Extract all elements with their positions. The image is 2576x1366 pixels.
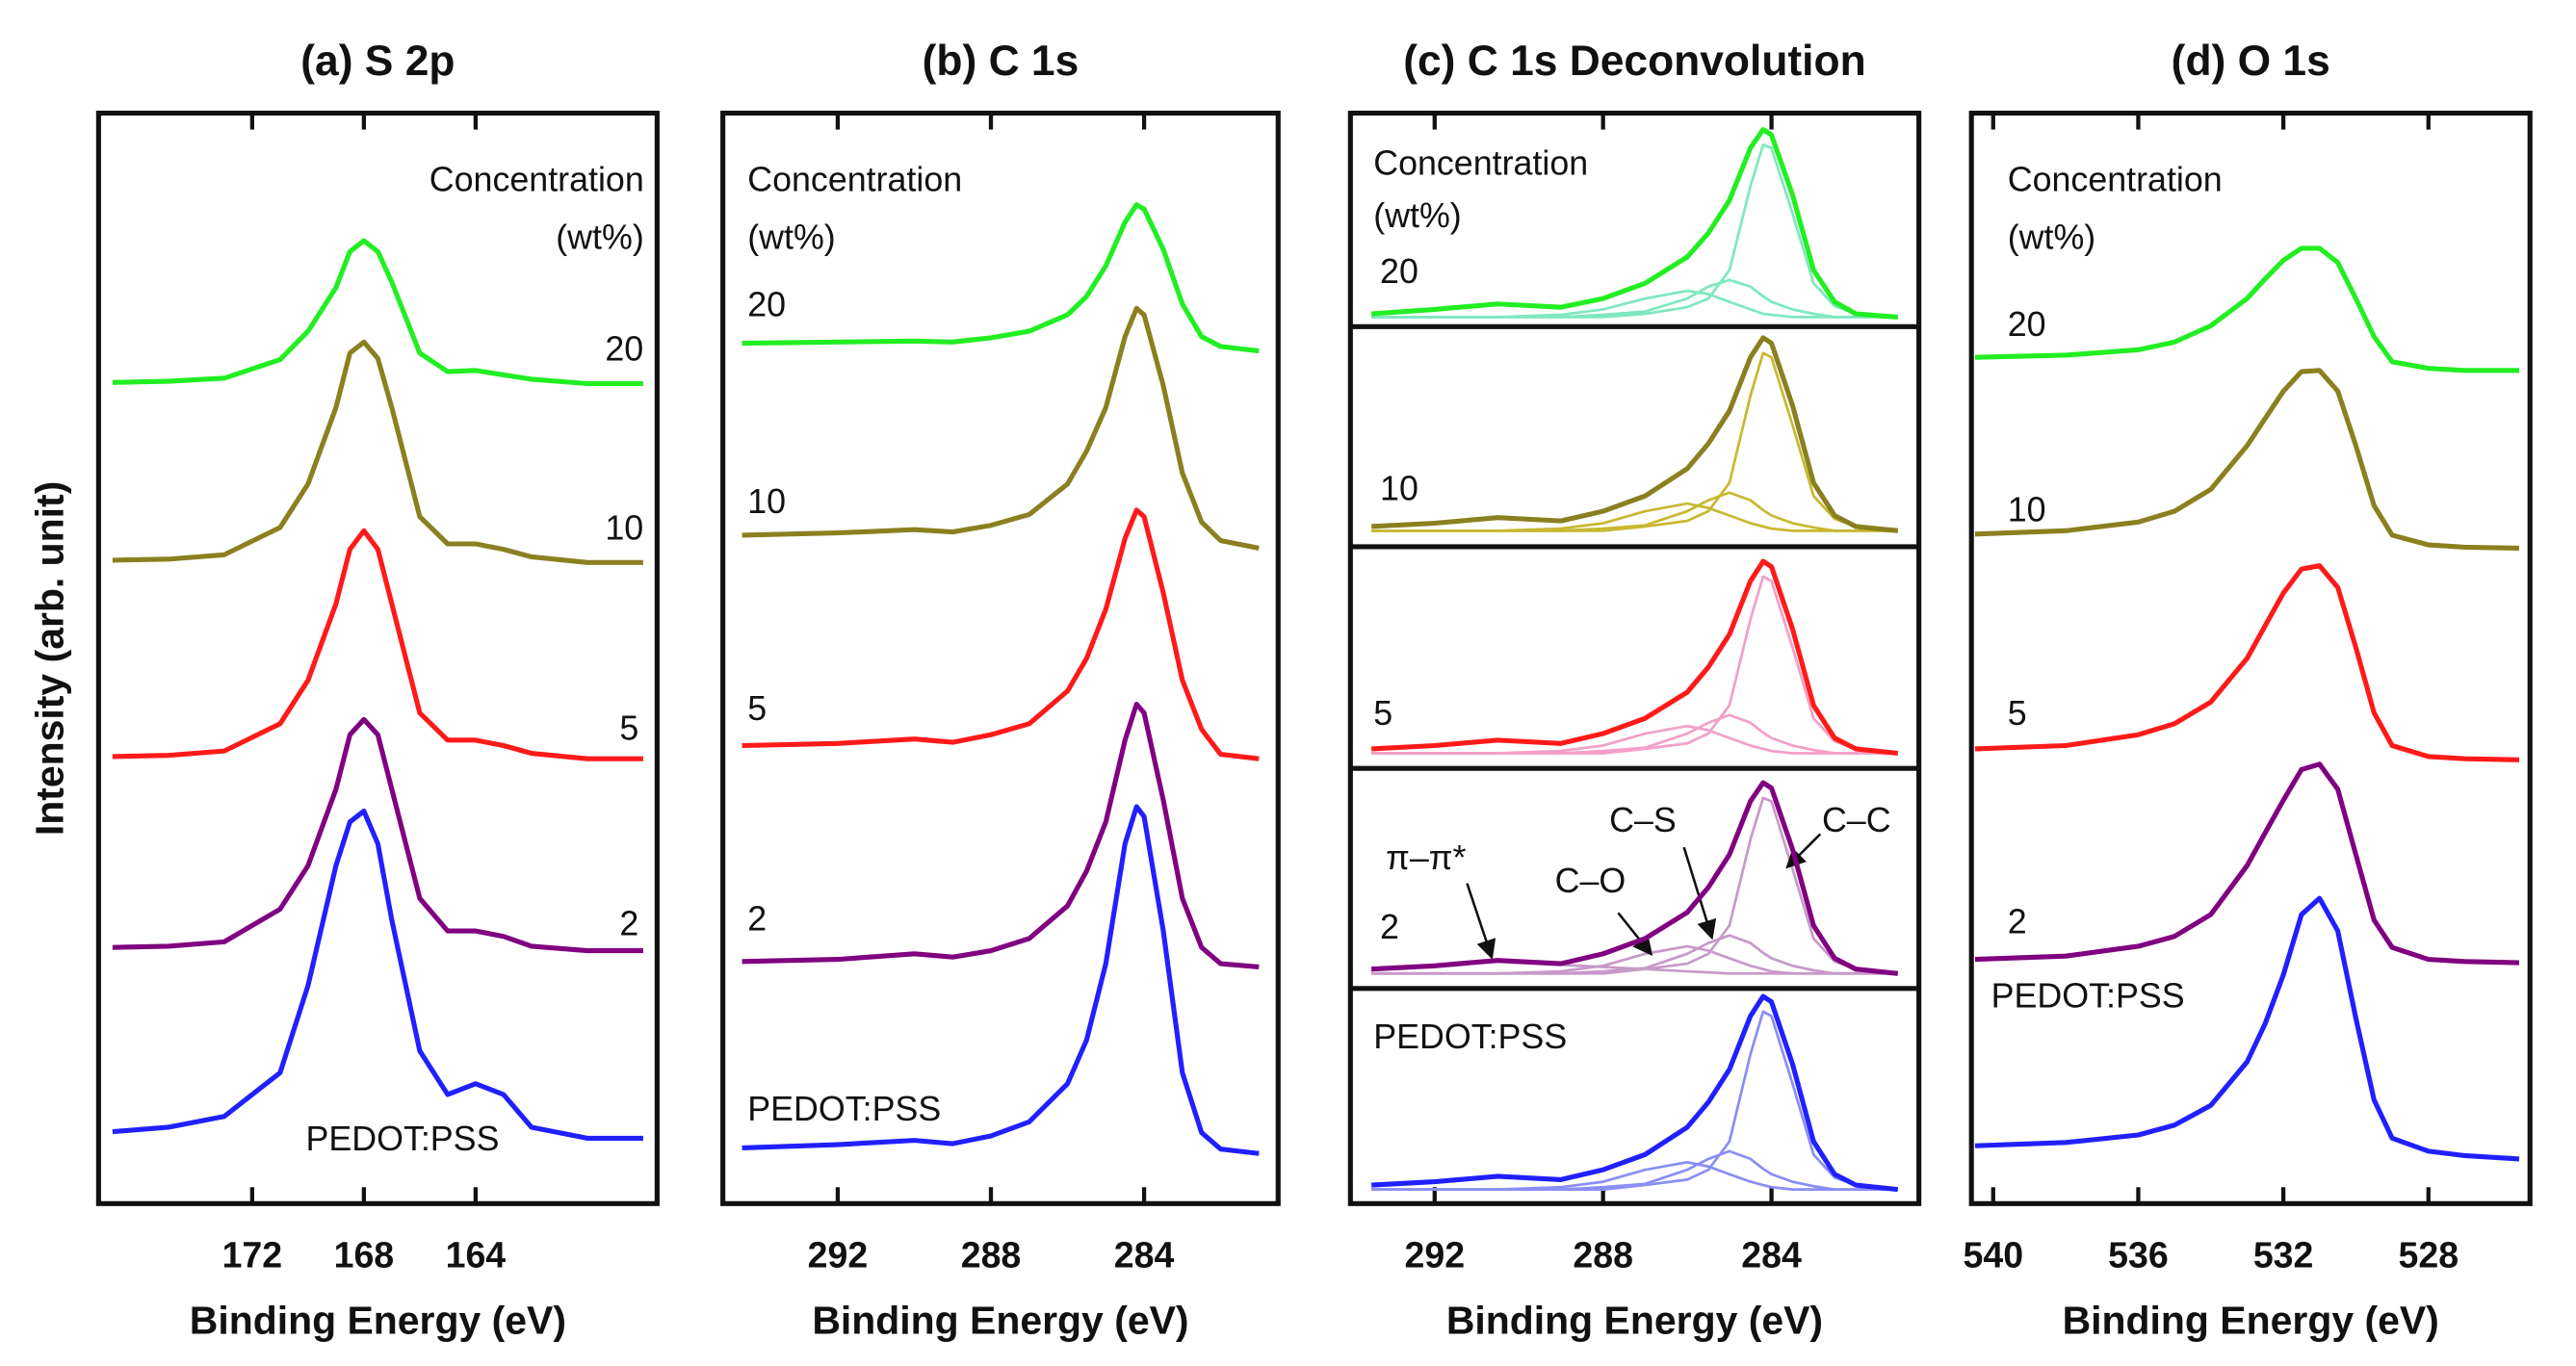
spectrum-line <box>742 202 1260 354</box>
spectrum-line <box>1974 368 2520 551</box>
curve-label: 20 <box>605 329 643 368</box>
plot-frame <box>720 110 1281 1206</box>
spectrum-line <box>1370 127 1898 320</box>
x-tick-label: 168 <box>334 1235 395 1276</box>
curve-label: 20 <box>747 285 786 323</box>
component-curve <box>1371 491 1898 532</box>
curve-label: PEDOT:PSS <box>1373 1018 1567 1056</box>
spectrum-line <box>112 809 643 1141</box>
x-tick-label: 164 <box>446 1235 507 1276</box>
arrow <box>1785 833 1822 869</box>
curve-label: PEDOT:PSS <box>1991 977 2185 1016</box>
spectrum-line <box>112 339 643 565</box>
x-tick-label: 284 <box>1114 1235 1175 1276</box>
curve-label: 2 <box>619 904 638 942</box>
x-tick-label: 536 <box>2108 1235 2169 1276</box>
curve-label: 5 <box>619 709 638 747</box>
component-curve <box>1371 289 1898 319</box>
spectrum-line <box>1974 895 2520 1162</box>
component-label: C–O <box>1555 862 1626 900</box>
arrow <box>1466 883 1496 960</box>
curve-label: 10 <box>605 508 643 547</box>
legend-title: (wt%) <box>556 218 644 256</box>
legend-title: Concentration <box>1373 144 1588 183</box>
spectrum-line <box>1974 245 2519 374</box>
plot-frame <box>95 110 660 1206</box>
plot-frame <box>1968 110 2533 1206</box>
legend-title: (wt%) <box>747 218 836 256</box>
component-curve <box>1371 934 1898 975</box>
legend-title: Concentration <box>747 161 962 199</box>
curve-label: PEDOT:PSS <box>747 1090 941 1128</box>
legend-title: (wt%) <box>2008 218 2096 256</box>
spectrum-line <box>1371 780 1899 976</box>
spectrum-line <box>112 528 643 761</box>
component-curve <box>1371 1160 1898 1191</box>
legend-title: Concentration <box>429 161 644 199</box>
spectrum-line <box>742 305 1260 551</box>
component-curve <box>1371 278 1898 319</box>
x-tick-label: 288 <box>961 1235 1022 1276</box>
curve-label: 5 <box>747 689 767 728</box>
component-curve <box>1371 1149 1898 1191</box>
component-curve <box>1371 713 1898 755</box>
arrow <box>1682 846 1717 941</box>
x-tick-label: 540 <box>1963 1235 2023 1276</box>
arrow <box>1617 912 1653 956</box>
spectrum-line <box>742 701 1260 970</box>
curve-label: 5 <box>2008 694 2027 733</box>
x-tick-label: 528 <box>2398 1235 2459 1276</box>
curve-label: 2 <box>2008 903 2027 941</box>
spectrum-line <box>1371 335 1899 533</box>
x-axis-label: Binding Energy (eV) <box>190 1299 566 1343</box>
legend-title: Concentration <box>2008 161 2223 199</box>
spectrum-line <box>742 507 1260 761</box>
spectrum-line <box>112 716 643 954</box>
curve-label: PEDOT:PSS <box>305 1120 499 1158</box>
curve-label: 20 <box>2008 305 2046 344</box>
component-curve <box>1371 351 1898 532</box>
curve-label: 10 <box>1380 469 1418 507</box>
component-label: C–S <box>1609 801 1677 839</box>
x-tick-label: 292 <box>808 1235 869 1276</box>
curve-label: 5 <box>1373 694 1392 733</box>
spectrum-line <box>742 804 1260 1156</box>
component-curve <box>1371 724 1898 755</box>
spectrum-line <box>1371 558 1899 757</box>
x-axis-label: Binding Energy (eV) <box>812 1299 1188 1343</box>
component-curve <box>1371 502 1898 532</box>
curve-label: 20 <box>1380 252 1418 291</box>
x-tick-label: 292 <box>1404 1235 1465 1276</box>
spectrum-line <box>1974 563 2520 762</box>
component-label: C–C <box>1822 801 1891 839</box>
component-curve <box>1371 575 1898 755</box>
x-tick-label: 284 <box>1741 1235 1802 1276</box>
panel-title: (b) C 1s <box>923 38 1080 85</box>
panel-title: (d) O 1s <box>2172 38 2330 85</box>
spectrum-line <box>1974 761 2520 966</box>
x-axis-label: Binding Energy (eV) <box>2063 1299 2439 1343</box>
x-tick-label: 288 <box>1573 1235 1633 1276</box>
curve-label: 10 <box>2008 491 2046 529</box>
panel-title: (a) S 2p <box>300 38 455 85</box>
panel-title: (c) C 1s Deconvolution <box>1403 38 1865 85</box>
spectrum-line <box>112 238 643 387</box>
x-tick-label: 532 <box>2253 1235 2314 1276</box>
curve-label: 2 <box>747 899 767 938</box>
plot-frame <box>1347 110 1922 1206</box>
x-axis-label: Binding Energy (eV) <box>1446 1299 1823 1343</box>
y-axis-label: Intensity (arb. unit) <box>27 481 71 836</box>
x-tick-label: 172 <box>222 1235 283 1276</box>
legend-title: (wt%) <box>1373 196 1462 235</box>
curve-label: 2 <box>1380 908 1399 946</box>
component-label: π–π* <box>1386 838 1466 877</box>
curve-label: 10 <box>747 482 786 521</box>
spectrum-line <box>1371 993 1899 1193</box>
